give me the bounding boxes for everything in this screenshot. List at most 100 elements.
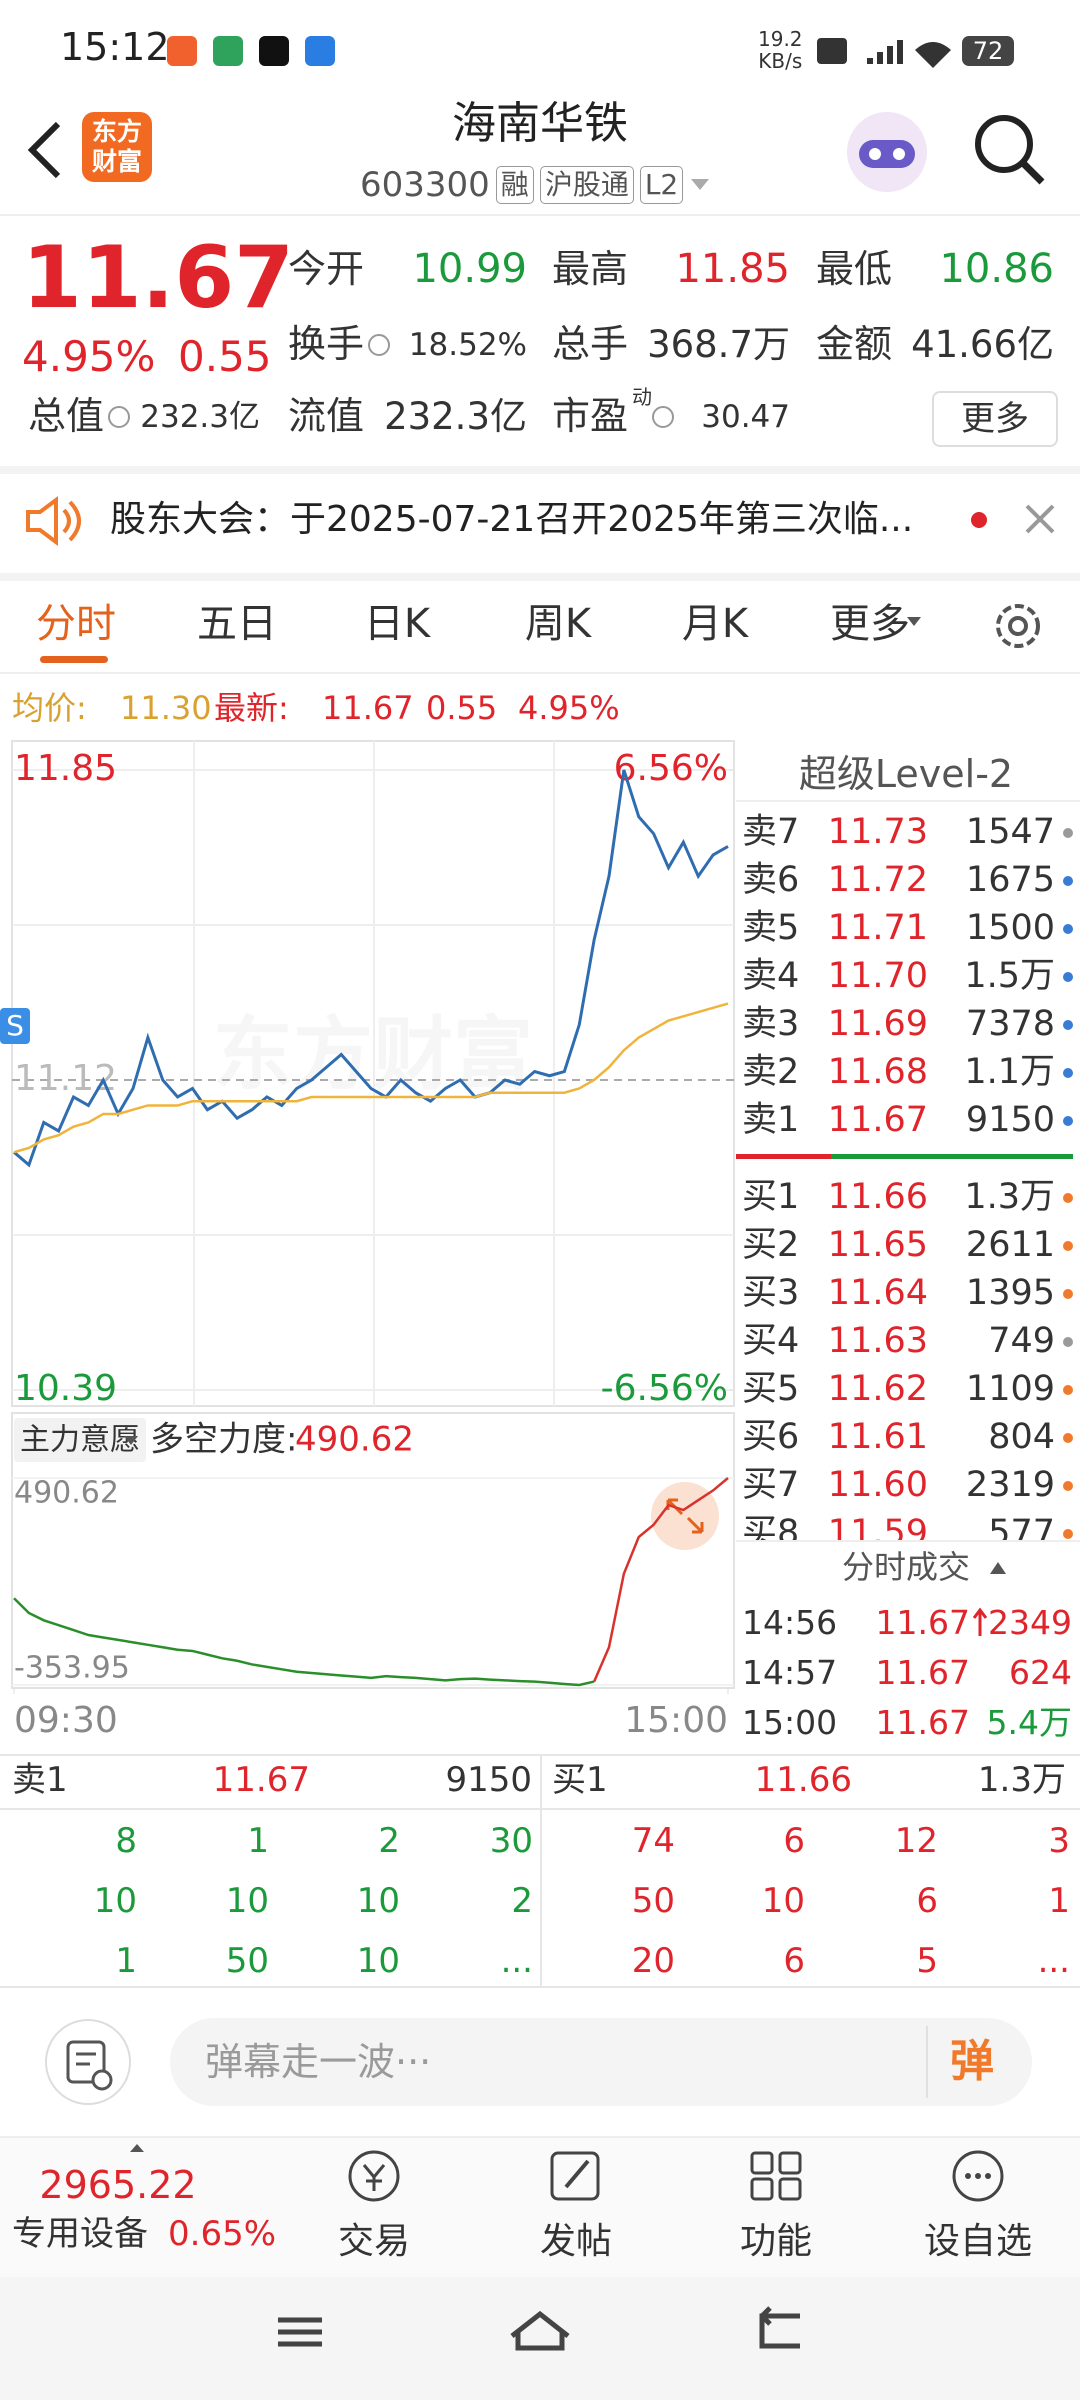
bid-bar — [831, 1154, 1073, 1159]
notice-text[interactable]: 股东大会：于2025-07-21召开2025年第三次临... — [110, 499, 914, 540]
selector-box[interactable] — [14, 1418, 146, 1462]
ask-label: 卖7 — [742, 812, 800, 853]
bid-price: 11.65 — [827, 1225, 928, 1266]
bid-volume: 749 — [988, 1321, 1055, 1362]
marker-label: S — [6, 1009, 24, 1042]
tab[interactable]: 更多 — [830, 601, 910, 648]
bid-queue: 6 — [783, 1940, 805, 1981]
search-button[interactable] — [972, 112, 1048, 188]
divider — [0, 466, 1080, 474]
bottom-nav — [0, 2136, 1080, 2278]
tab[interactable]: 月K — [681, 601, 749, 648]
tab[interactable]: 分时 — [36, 601, 116, 648]
latest-value: 11.67 — [322, 689, 414, 727]
net-speed: 19.2 KB/s — [758, 28, 803, 72]
tab[interactable]: 周K — [524, 601, 592, 648]
field-label: 换手 — [288, 322, 365, 367]
field-value: 41.66亿 — [911, 323, 1054, 367]
index-name[interactable]: 专用设备 — [12, 2214, 148, 2254]
tab-underline — [40, 656, 108, 663]
ask-price: 11.68 — [827, 1052, 928, 1093]
bid-price: 11.59 — [827, 1513, 928, 1554]
field-value: 30.47 — [701, 398, 790, 435]
more-button[interactable]: 更多 — [932, 391, 1058, 447]
bid-label: 买3 — [742, 1273, 800, 1314]
bid-label: 买4 — [742, 1321, 800, 1362]
ask-queue: 10 — [356, 1880, 400, 1921]
latest-change-pct: 4.95% — [518, 689, 620, 727]
back-button[interactable] — [20, 118, 70, 182]
level-dot — [1063, 1289, 1073, 1299]
tab[interactable]: 日K — [363, 601, 431, 648]
field-value: 11.85 — [675, 246, 790, 293]
field-value: 232.3亿 — [140, 398, 260, 435]
index-value[interactable]: 2965.22 — [39, 2163, 197, 2207]
indicator-selector[interactable]: 主力意愿 — [20, 1423, 140, 1458]
info-icon — [652, 406, 674, 428]
order-book-title: 超级Level-2 — [798, 752, 1014, 797]
level-dot — [1063, 1068, 1073, 1078]
ask-price: 11.73 — [827, 812, 928, 853]
series-line — [13, 1597, 595, 1687]
tab[interactable]: 五日 — [197, 601, 277, 648]
comment-icon[interactable] — [44, 2018, 134, 2108]
depth-bid-price: 11.66 — [754, 1759, 852, 1800]
ask-queue: 30 — [489, 1820, 533, 1861]
watermark: 东方财富 — [213, 1008, 533, 1101]
field-value: 232.3亿 — [384, 395, 527, 439]
bid-price: 11.62 — [827, 1369, 928, 1410]
series-line — [13, 769, 729, 1168]
trade-price: 11.67 — [875, 1602, 970, 1642]
intraday-chart: 东方财富 S 主力意愿 多空力度: 490.62 11.85 11.12 10.39… — [0, 740, 735, 1741]
up-arrow — [972, 1607, 988, 1636]
series-line — [13, 1002, 729, 1154]
bid-volume: 1.3万 — [964, 1177, 1055, 1218]
divider — [926, 2026, 928, 2098]
depth-ask-label: 卖1 — [12, 1759, 68, 1800]
stock-code: 603300 — [360, 165, 490, 205]
nav-item[interactable]: 功能 — [739, 2220, 813, 2262]
trade-volume: 2349 — [988, 1602, 1072, 1642]
bid-queue: 5 — [916, 1940, 938, 1981]
bid-volume: 1395 — [965, 1273, 1055, 1314]
bid-queue: 20 — [631, 1940, 675, 1981]
trades-title: 分时成交 — [841, 1548, 971, 1587]
ask-volume: 1500 — [965, 908, 1055, 949]
index-change[interactable]: 0.65% — [168, 2214, 277, 2254]
nav-item[interactable]: 发帖 — [539, 2220, 613, 2262]
x-tick-label: 15:00 — [624, 1700, 728, 1741]
field-label: 最高 — [552, 247, 629, 292]
settings-button[interactable] — [990, 598, 1046, 654]
stock-tag: 融 — [495, 166, 534, 204]
assistant-avatar[interactable] — [845, 110, 929, 194]
nav-item[interactable]: 设自选 — [923, 2220, 1033, 2262]
depth-bid-volume: 1.3万 — [977, 1759, 1066, 1800]
field-label-sup: 动 — [632, 384, 652, 409]
level-dot — [1063, 1481, 1073, 1491]
ask-bar — [736, 1154, 831, 1159]
ask-price: 11.72 — [827, 860, 928, 901]
field-value: 10.99 — [412, 246, 527, 293]
bid-volume: 2319 — [965, 1465, 1055, 1506]
level-dot — [1063, 1337, 1073, 1347]
avg-value: 11.30 — [120, 689, 212, 727]
trade-price: 11.67 — [875, 1702, 970, 1742]
app-logo: 东方 财富 — [82, 112, 152, 182]
battery: 72 — [962, 36, 1014, 66]
field-label: 总手 — [552, 322, 629, 367]
bid-price: 11.61 — [827, 1417, 928, 1458]
system-nav — [0, 2277, 1080, 2400]
level-dot — [1063, 828, 1073, 838]
nav-item[interactable]: 交易 — [337, 2220, 411, 2262]
ask-queue: 2 — [378, 1820, 400, 1861]
info-icon — [108, 406, 130, 428]
comment-input[interactable] — [170, 2018, 1032, 2106]
danmaku-button[interactable]: 弹 — [950, 2036, 994, 2087]
speaker-icon — [26, 496, 81, 546]
bid-price: 11.66 — [827, 1177, 928, 1218]
ask-price: 11.70 — [827, 956, 928, 997]
latest-change: 0.55 — [426, 689, 498, 727]
y-tick-label: 10.39 — [14, 1368, 117, 1409]
level-dot — [1063, 1433, 1073, 1443]
